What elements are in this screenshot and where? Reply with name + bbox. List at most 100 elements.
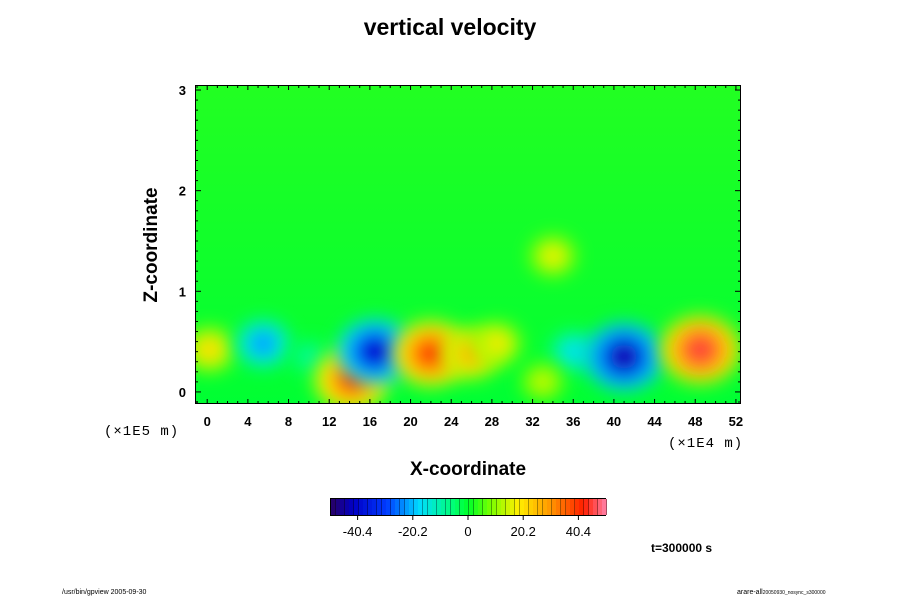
colorbar-segment (510, 499, 516, 515)
colorbar-segment (570, 499, 576, 515)
colorbar-segment (390, 499, 396, 515)
heat-feature (584, 323, 664, 391)
colorbar-segment (363, 499, 369, 515)
colorbar-segment (579, 499, 585, 515)
colorbar-segment (455, 499, 461, 515)
x-tick-label: 24 (444, 414, 459, 429)
chart-title: vertical velocity (363, 14, 537, 40)
colorbar-segment (441, 499, 447, 515)
heat-feature (195, 327, 236, 373)
colorbar-segment (446, 499, 452, 515)
heatmap-plot-area (195, 85, 741, 404)
colorbar-segment (335, 499, 341, 515)
colorbar-tick-label: 40.4 (566, 524, 591, 539)
colorbar-segment (358, 499, 364, 515)
heat-feature (337, 319, 413, 384)
heat-feature (520, 362, 565, 402)
x-tick-label: 12 (322, 414, 336, 429)
x-axis-label: X-coordinate (409, 459, 527, 480)
heat-feature (529, 235, 577, 277)
heat-feature (661, 316, 740, 384)
colorbar-tick-label: -40.4 (343, 524, 373, 539)
colorbar-segment (386, 499, 392, 515)
colorbar-segment (427, 499, 433, 515)
colorbar-segment (565, 499, 571, 515)
colorbar-segment (400, 499, 406, 515)
colorbar-segment (533, 499, 539, 515)
heat-feature (549, 331, 597, 373)
colorbar-segment (492, 499, 498, 515)
colorbar-segment (482, 499, 488, 515)
colorbar-segment (377, 499, 383, 515)
time-label: t=300000 s (651, 541, 713, 555)
y-scale-label: (×1E5 m) (104, 424, 180, 440)
colorbar-segment (561, 499, 567, 515)
colorbar-segment (367, 499, 373, 515)
colorbar-segment (395, 499, 401, 515)
colorbar-tick-label: 20.2 (511, 524, 536, 539)
y-tick-label: 1 (179, 284, 186, 299)
colorbar-segment (340, 499, 346, 515)
x-tick-label: 40 (607, 414, 621, 429)
x-tick-label: 32 (525, 414, 539, 429)
colorbar-segment (409, 499, 415, 515)
colorbar-segment (602, 499, 608, 515)
y-tick-label: 0 (179, 385, 186, 400)
colorbar-segment (556, 499, 562, 515)
colorbar-segment (501, 499, 507, 515)
colorbar-segment (593, 499, 599, 515)
x-tick-label: 28 (485, 414, 499, 429)
colorbar-segment (459, 499, 465, 515)
y-tick-label: 3 (179, 83, 186, 98)
colorbar-segment (432, 499, 438, 515)
colorbar-segment (528, 499, 534, 515)
x-tick-label: 44 (647, 414, 662, 429)
colorbar-segment (538, 499, 544, 515)
heatmap-field (195, 85, 741, 404)
x-tick-label: 8 (285, 414, 292, 429)
y-tick-label: 2 (179, 184, 186, 199)
x-tick-label: 36 (566, 414, 580, 429)
colorbar (330, 498, 608, 516)
colorbar-segment (423, 499, 429, 515)
heat-feature (472, 322, 522, 366)
colorbar-segment (496, 499, 502, 515)
colorbar-segment (515, 499, 521, 515)
colorbar-segment (473, 499, 479, 515)
colorbar-segment (464, 499, 470, 515)
x-tick-label: 4 (244, 414, 252, 429)
colorbar-segment (487, 499, 493, 515)
colorbar-segment (354, 499, 360, 515)
footer-command: /usr/bin/gpview 2005-09-30 (62, 589, 147, 596)
colorbar-segment (344, 499, 350, 515)
colorbar-segment (551, 499, 557, 515)
x-tick-label: 20 (403, 414, 417, 429)
colorbar-segment (588, 499, 594, 515)
colorbar-segment (404, 499, 410, 515)
x-tick-label: 48 (688, 414, 702, 429)
colorbar-segment (524, 499, 530, 515)
colorbar-segment (597, 499, 603, 515)
colorbar-tick-label: -20.2 (398, 524, 428, 539)
x-tick-label: 16 (363, 414, 377, 429)
colorbar-segment (584, 499, 590, 515)
heat-feature (235, 319, 291, 368)
heat-feature (290, 339, 328, 374)
x-tick-label: 0 (204, 414, 211, 429)
colorbar-segment (381, 499, 387, 515)
x-scale-label: (×1E4 m) (668, 436, 744, 452)
colorbar-segment (418, 499, 424, 515)
footer-file: arare-all20050930_nosync_s300000 (737, 589, 826, 596)
colorbar-segment (547, 499, 553, 515)
colorbar-segment (519, 499, 525, 515)
colorbar-segment (372, 499, 378, 515)
colorbar-segment (450, 499, 456, 515)
x-tick-label: 52 (729, 414, 743, 429)
colorbar-segment (478, 499, 484, 515)
colorbar-segment (542, 499, 548, 515)
colorbar-segment (349, 499, 355, 515)
colorbar-segment (574, 499, 580, 515)
colorbar-segment (505, 499, 511, 515)
colorbar-segment (469, 499, 475, 515)
